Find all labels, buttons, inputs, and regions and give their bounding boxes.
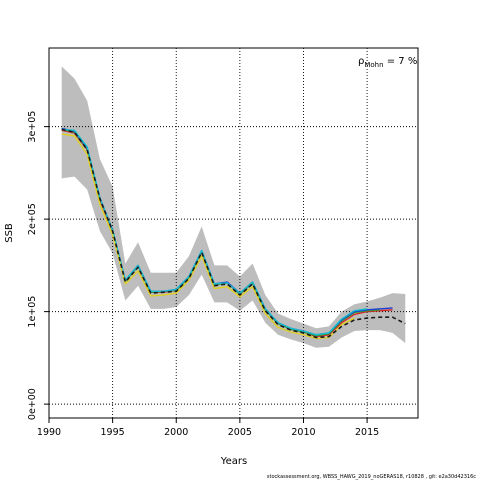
- y-axis: 0e+00 1e+05 2e+05 3e+05: [27, 111, 49, 420]
- confidence-band: [61, 66, 406, 348]
- x-tick-label-1990: 1990: [37, 427, 61, 438]
- x-tick-label-2000: 2000: [164, 427, 188, 438]
- footer-credit: stockassessment.org, WBSS_HAWG_2019_noGE…: [267, 474, 476, 480]
- confidence-band-area: [61, 66, 406, 348]
- mohn-rho-symbol: ρ: [358, 56, 364, 67]
- y-tick-label-200000: 2e+05: [27, 203, 38, 235]
- y-tick-label-0: 0e+00: [27, 388, 38, 420]
- y-tick-label-100000: 1e+05: [27, 296, 38, 328]
- x-axis: 1990 1995 2000 2005 2010 2015: [37, 418, 379, 438]
- series-line-0: [61, 128, 406, 339]
- y-tick-label-300000: 3e+05: [27, 111, 38, 143]
- x-axis-title: Years: [220, 456, 247, 467]
- mohn-rho-subscript: Mohn: [364, 61, 383, 69]
- x-tick-label-2005: 2005: [228, 427, 252, 438]
- series-lines: [61, 127, 406, 340]
- x-tick-label-2015: 2015: [355, 427, 379, 438]
- x-tick-label-1995: 1995: [101, 427, 125, 438]
- mohn-rho-value: = 7 %: [384, 56, 418, 67]
- y-axis-title: SSB: [4, 223, 15, 243]
- x-tick-label-2010: 2010: [291, 427, 315, 438]
- plot-frame: [48, 47, 419, 419]
- mohn-rho-annotation: ρMohn = 7 %: [358, 56, 417, 69]
- series-line-5: [61, 133, 355, 340]
